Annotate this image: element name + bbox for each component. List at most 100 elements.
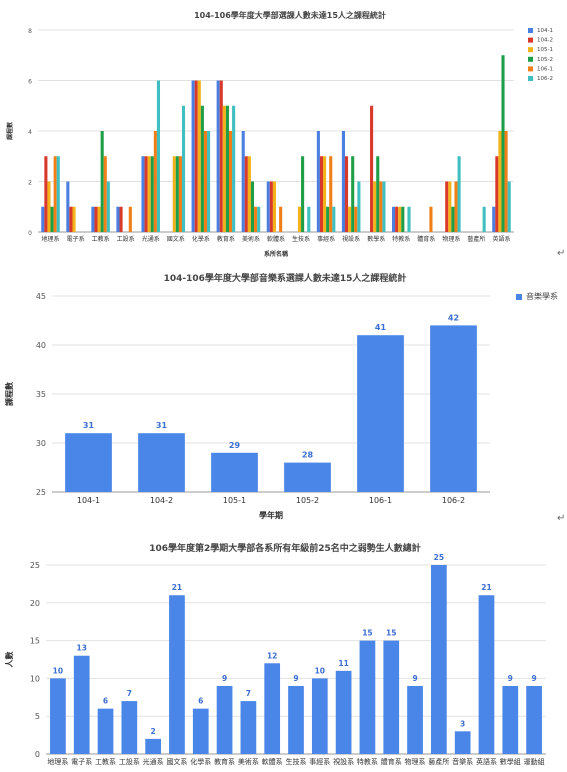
bar — [191, 80, 195, 232]
data-label: 31 — [83, 421, 95, 430]
bar — [156, 80, 161, 232]
x-tick-label: 國文系 — [167, 235, 185, 243]
y-axis-label: 人數 — [4, 652, 14, 668]
bar — [128, 206, 132, 232]
data-label: 7 — [127, 689, 132, 698]
x-tick-label: 數學系 — [367, 235, 385, 243]
x-tick-label: 音樂系 — [452, 757, 473, 766]
x-tick-label: 特教系 — [357, 757, 378, 766]
bar — [100, 131, 104, 232]
x-tick-label: 工設系 — [119, 757, 140, 766]
legend-label: 105-1 — [537, 47, 553, 53]
x-tick-label: 特教系 — [392, 235, 410, 243]
bar — [232, 105, 236, 232]
x-tick-label: 光通系 — [142, 235, 160, 243]
bar — [44, 156, 48, 232]
bar — [383, 640, 400, 754]
bar — [66, 181, 70, 232]
bar — [498, 131, 502, 232]
y-tick-label: 35 — [36, 390, 46, 399]
bar — [145, 738, 161, 754]
bar — [200, 105, 204, 232]
x-tick-label: 106-2 — [442, 496, 465, 505]
x-tick-label: 工教系 — [92, 235, 110, 243]
bar — [457, 156, 461, 232]
bar — [431, 565, 447, 754]
bar — [395, 206, 399, 232]
legend-label: 106-1 — [537, 66, 553, 72]
data-label: 42 — [448, 313, 459, 322]
bar — [203, 131, 208, 232]
bar — [197, 80, 201, 232]
bar — [492, 206, 496, 232]
bar — [357, 335, 404, 492]
chart-music-dept-course-stats: 104-106學年度大學部音樂系選課人數未達15人之課程統計 25 30 35 40 45… — [0, 262, 567, 527]
x-tick-label: 藝產所 — [428, 757, 449, 766]
bar — [73, 655, 90, 754]
x-tick-label: 工教系 — [95, 757, 116, 766]
x-axis-label: 系所名稱 — [264, 250, 288, 258]
x-tick-label: 地理系 — [47, 757, 68, 766]
bar — [341, 131, 345, 232]
data-label: 31 — [156, 421, 168, 430]
bar — [335, 670, 352, 754]
data-label: 9 — [293, 674, 298, 683]
legend-label: 104-2 — [537, 38, 553, 44]
data-label: 25 — [434, 553, 444, 562]
chart-svg: 104-106學年度大學部音樂系選課人數未達15人之課程統計 25 30 35 40 45… — [4, 272, 558, 520]
y-tick-label: 2 — [28, 180, 32, 187]
x-tick-label: 105-1 — [223, 496, 246, 505]
bar — [454, 731, 471, 754]
legend-swatch — [528, 56, 533, 62]
bar — [138, 433, 185, 492]
bar — [407, 685, 423, 754]
legend-swatch — [528, 37, 533, 43]
bar — [323, 156, 327, 232]
chart-title: 106學年度第2學期大學部各系所有年級前25名中之弱勢生人數總計 — [149, 542, 421, 554]
bar — [401, 206, 405, 232]
bar — [207, 131, 211, 232]
y-tick-label: 8 — [28, 28, 32, 35]
bar — [351, 156, 355, 232]
data-label: 10 — [315, 666, 325, 675]
bar — [240, 701, 257, 754]
data-label: 3 — [460, 719, 465, 728]
chart-disadvantaged-students: 106學年度第2學期大學部各系所有年級前25名中之弱勢生人數總計 0 5 10 15 20… — [0, 527, 567, 768]
bar — [301, 156, 305, 232]
bar — [50, 678, 66, 754]
data-label: 6 — [103, 697, 108, 706]
x-tick-label: 國文系 — [166, 757, 187, 766]
legend-swatch — [516, 294, 522, 300]
bar — [65, 433, 112, 492]
bar — [266, 181, 270, 232]
y-tick-label: 40 — [36, 341, 46, 350]
x-tick-label: 事經系 — [309, 757, 330, 766]
bar — [244, 156, 248, 232]
bar — [257, 206, 261, 232]
x-tick-label: 106-1 — [369, 496, 392, 505]
bar — [357, 181, 361, 232]
data-label: 9 — [508, 674, 513, 683]
y-tick-label: 4 — [28, 129, 32, 136]
bar — [72, 206, 76, 232]
bar — [269, 181, 273, 232]
bar — [172, 156, 176, 232]
bar — [482, 206, 486, 232]
data-label: 11 — [338, 659, 348, 668]
x-tick-label: 物理系 — [405, 757, 426, 766]
bar — [228, 131, 233, 232]
chart-title: 104-106學年度大學部音樂系選課人數未達15人之課程統計 — [164, 272, 407, 284]
bar — [254, 206, 258, 232]
bar — [284, 462, 331, 492]
data-label: 12 — [267, 651, 277, 660]
x-tick-label: 運動組 — [524, 757, 545, 766]
bar — [376, 156, 380, 232]
bar — [478, 595, 495, 754]
bar — [91, 206, 95, 232]
bar — [297, 206, 302, 232]
y-tick-label: 20 — [30, 599, 40, 608]
y-tick-label: 25 — [30, 561, 40, 570]
x-tick-label: 數學組 — [500, 757, 521, 766]
bar — [247, 156, 251, 232]
